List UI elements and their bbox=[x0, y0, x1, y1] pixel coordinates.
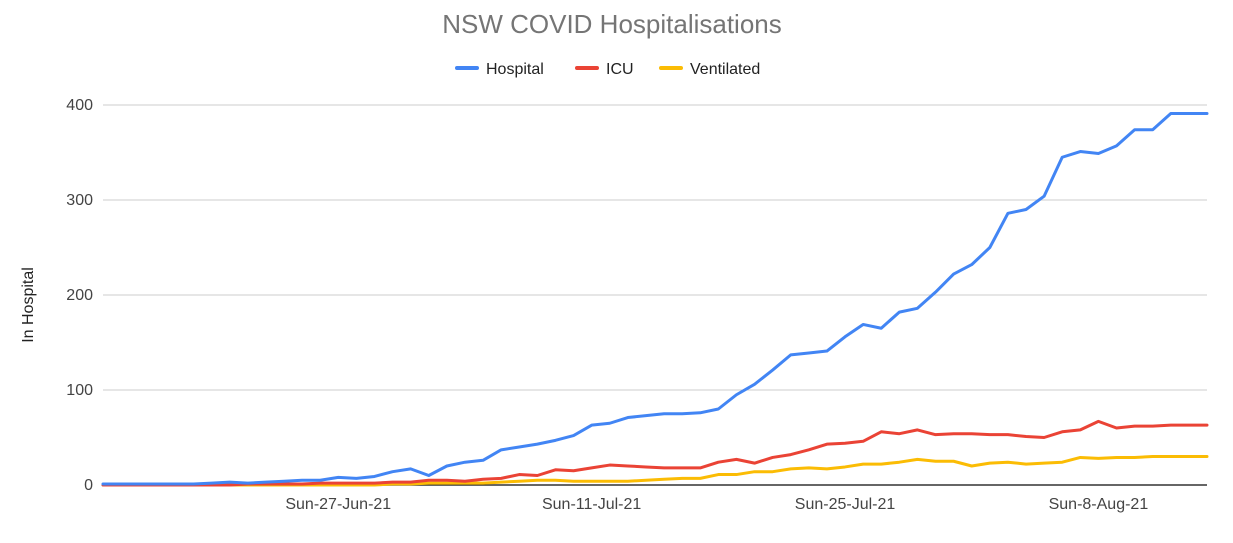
series-line-hospital bbox=[101, 112, 1209, 486]
x-tick-label: Sun-11-Jul-21 bbox=[542, 496, 641, 513]
y-tick-label: 100 bbox=[66, 382, 93, 399]
x-tick-label: Sun-25-Jul-21 bbox=[795, 496, 896, 513]
legend-label-ventilated: Ventilated bbox=[690, 61, 760, 78]
x-tick-label: Sun-8-Aug-21 bbox=[1049, 496, 1149, 513]
y-tick-label: 0 bbox=[84, 477, 93, 494]
y-tick-label: 300 bbox=[66, 192, 93, 209]
chart-title: NSW COVID Hospitalisations bbox=[442, 9, 782, 39]
y-axis-label: In Hospital bbox=[20, 267, 37, 343]
y-axis-ticks: 0 100 200 300 400 bbox=[66, 97, 93, 494]
x-tick-label: Sun-27-Jun-21 bbox=[285, 496, 391, 513]
y-tick-label: 400 bbox=[66, 97, 93, 114]
y-tick-label: 200 bbox=[66, 287, 93, 304]
gridlines bbox=[103, 104, 1207, 486]
legend-label-hospital: Hospital bbox=[486, 61, 544, 78]
legend-label-icu: ICU bbox=[606, 61, 634, 78]
series-line-icu bbox=[101, 419, 1209, 487]
series-lines bbox=[101, 112, 1209, 487]
x-axis-ticks: Sun-27-Jun-21 Sun-11-Jul-21 Sun-25-Jul-21 S… bbox=[285, 496, 1148, 513]
legend: Hospital ICU Ventilated bbox=[455, 61, 760, 78]
